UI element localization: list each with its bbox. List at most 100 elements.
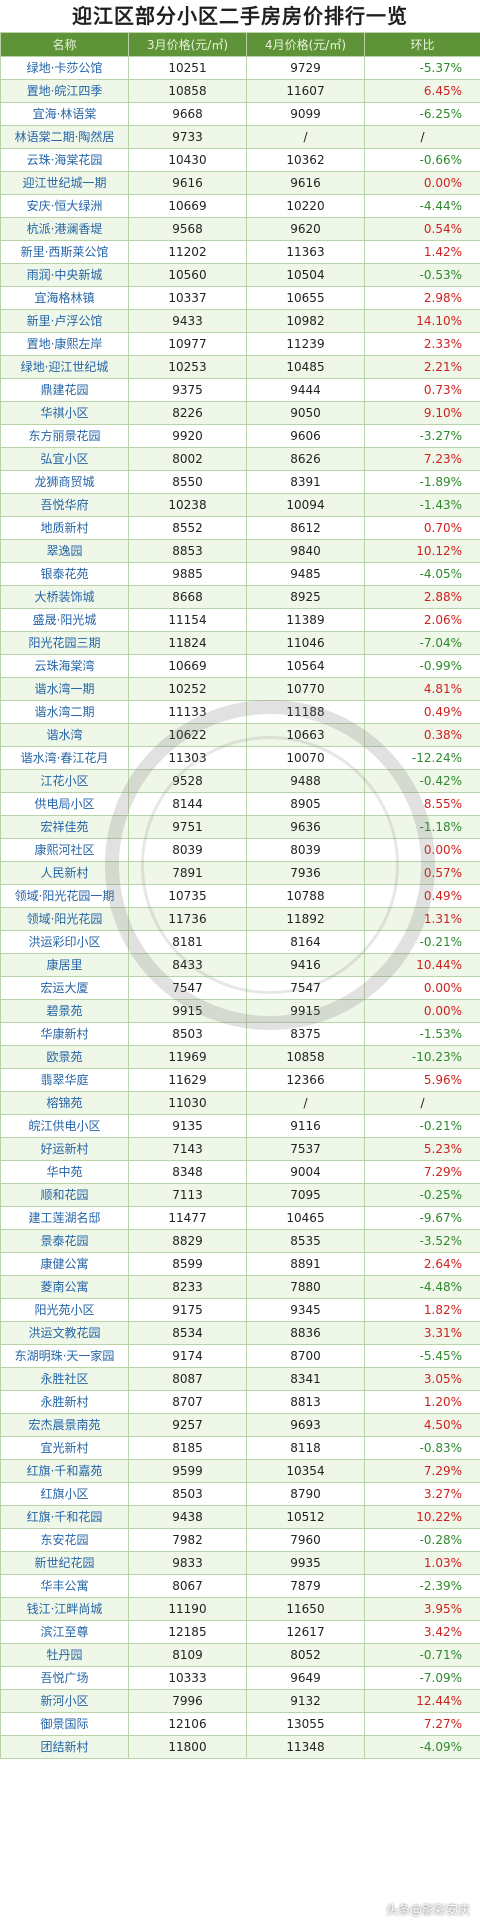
cell-name: 新河小区 [0,1689,129,1713]
cell-april-price: 8375 [246,1022,365,1046]
table-row: 宏杰晨景南苑 9257 9693 4.50% [0,1413,480,1437]
table-row: 置地·康熙左岸 10977 11239 2.33% [0,332,480,356]
cell-march-price: 7547 [128,976,247,1000]
cell-april-price: 7880 [246,1275,365,1299]
cell-change: 4.50% [364,1413,480,1437]
table-row: 杭派·港澜香堤 9568 9620 0.54% [0,217,480,241]
table-row: 新河小区 7996 9132 12.44% [0,1689,480,1713]
cell-name: 林语棠二期·陶然居 [0,125,129,149]
cell-march-price: 11030 [128,1091,247,1115]
cell-march-price: 8144 [128,792,247,816]
table-row: 吾悦广场 10333 9649 -7.09% [0,1666,480,1690]
cell-march-price: 7996 [128,1689,247,1713]
cell-march-price: 10333 [128,1666,247,1690]
cell-name: 盛晟·阳光城 [0,608,129,632]
cell-march-price: 8599 [128,1252,247,1276]
cell-change: 5.96% [364,1068,480,1092]
table-row: 皖江供电小区 9135 9116 -0.21% [0,1114,480,1138]
cell-april-price: 7547 [246,976,365,1000]
table-row: 红旗·千和花园 9438 10512 10.22% [0,1505,480,1529]
table-row: 东安花园 7982 7960 -0.28% [0,1528,480,1552]
table-row: 供电局小区 8144 8905 8.55% [0,792,480,816]
cell-change: -9.67% [364,1206,480,1230]
cell-april-price: 10485 [246,355,365,379]
table-row: 领域·阳光花园 11736 11892 1.31% [0,907,480,931]
cell-name: 红旗·千和花园 [0,1505,129,1529]
cell-march-price: 8853 [128,539,247,563]
cell-march-price: 8109 [128,1643,247,1667]
credit-watermark: 头条@影彩安庆 [385,1903,470,1917]
cell-march-price: 9528 [128,769,247,793]
cell-change: -0.42% [364,769,480,793]
cell-change: 5.23% [364,1137,480,1161]
cell-april-price: 8118 [246,1436,365,1460]
cell-april-price: 12617 [246,1620,365,1644]
cell-march-price: 10251 [128,56,247,80]
cell-change: -0.28% [364,1528,480,1552]
cell-april-price: 9729 [246,56,365,80]
table-row: 宏祥佳苑 9751 9636 -1.18% [0,815,480,839]
cell-name: 宏杰晨景南苑 [0,1413,129,1437]
cell-change: 14.10% [364,309,480,333]
cell-april-price: 9636 [246,815,365,839]
cell-april-price: 9116 [246,1114,365,1138]
cell-april-price: 11363 [246,240,365,264]
cell-april-price: 7936 [246,861,365,885]
cell-name: 新里·西斯莱公馆 [0,240,129,264]
cell-name: 东安花园 [0,1528,129,1552]
cell-april-price: 9693 [246,1413,365,1437]
cell-april-price: 10564 [246,654,365,678]
cell-april-price: 9004 [246,1160,365,1184]
cell-name: 云珠海棠湾 [0,654,129,678]
table-row: 康熙河社区 8039 8039 0.00% [0,838,480,862]
cell-change: 1.82% [364,1298,480,1322]
cell-change: -0.71% [364,1643,480,1667]
cell-march-price: 12185 [128,1620,247,1644]
cell-april-price: 7960 [246,1528,365,1552]
cell-april-price: 10982 [246,309,365,333]
cell-name: 吾悦广场 [0,1666,129,1690]
table-row: 新里·卢浮公馆 9433 10982 14.10% [0,309,480,333]
table-row: 云珠海棠湾 10669 10564 -0.99% [0,654,480,678]
cell-march-price: 8002 [128,447,247,471]
cell-change: 7.29% [364,1459,480,1483]
cell-change: -6.25% [364,102,480,126]
cell-name: 新里·卢浮公馆 [0,309,129,333]
cell-march-price: 11800 [128,1735,247,1759]
cell-change: -1.18% [364,815,480,839]
cell-change: 0.00% [364,999,480,1023]
cell-name: 碧景苑 [0,999,129,1023]
table-row: 牡丹园 8109 8052 -0.71% [0,1643,480,1667]
cell-change: -3.27% [364,424,480,448]
cell-april-price: 8626 [246,447,365,471]
table-row: 人民新村 7891 7936 0.57% [0,861,480,885]
cell-march-price: 11969 [128,1045,247,1069]
table-row: 谐水湾二期 11133 11188 0.49% [0,700,480,724]
cell-change: 6.45% [364,79,480,103]
cell-change: 0.70% [364,516,480,540]
cell-april-price: 12366 [246,1068,365,1092]
table-row: 谐水湾·春江花月 11303 10070 -12.24% [0,746,480,770]
cell-april-price: 7095 [246,1183,365,1207]
cell-change: -4.48% [364,1275,480,1299]
table-row: 欧景苑 11969 10858 -10.23% [0,1045,480,1069]
table-row: 领域·阳光花园一期 10735 10788 0.49% [0,884,480,908]
table-row: 康居里 8433 9416 10.44% [0,953,480,977]
cell-april-price: 9935 [246,1551,365,1575]
cell-march-price: 7143 [128,1137,247,1161]
cell-march-price: 9733 [128,125,247,149]
table-row: 新世纪花园 9833 9935 1.03% [0,1551,480,1575]
cell-change: 0.57% [364,861,480,885]
cell-april-price: 10362 [246,148,365,172]
cell-april-price: 9649 [246,1666,365,1690]
cell-april-price: 8891 [246,1252,365,1276]
cell-name: 领域·阳光花园一期 [0,884,129,908]
cell-march-price: 8503 [128,1022,247,1046]
cell-march-price: 8226 [128,401,247,425]
cell-march-price: 9375 [128,378,247,402]
cell-name: 阳光苑小区 [0,1298,129,1322]
cell-change: -2.39% [364,1574,480,1598]
table-row: 御景国际 12106 13055 7.27% [0,1712,480,1736]
cell-name: 宜海格林镇 [0,286,129,310]
cell-april-price: 11650 [246,1597,365,1621]
